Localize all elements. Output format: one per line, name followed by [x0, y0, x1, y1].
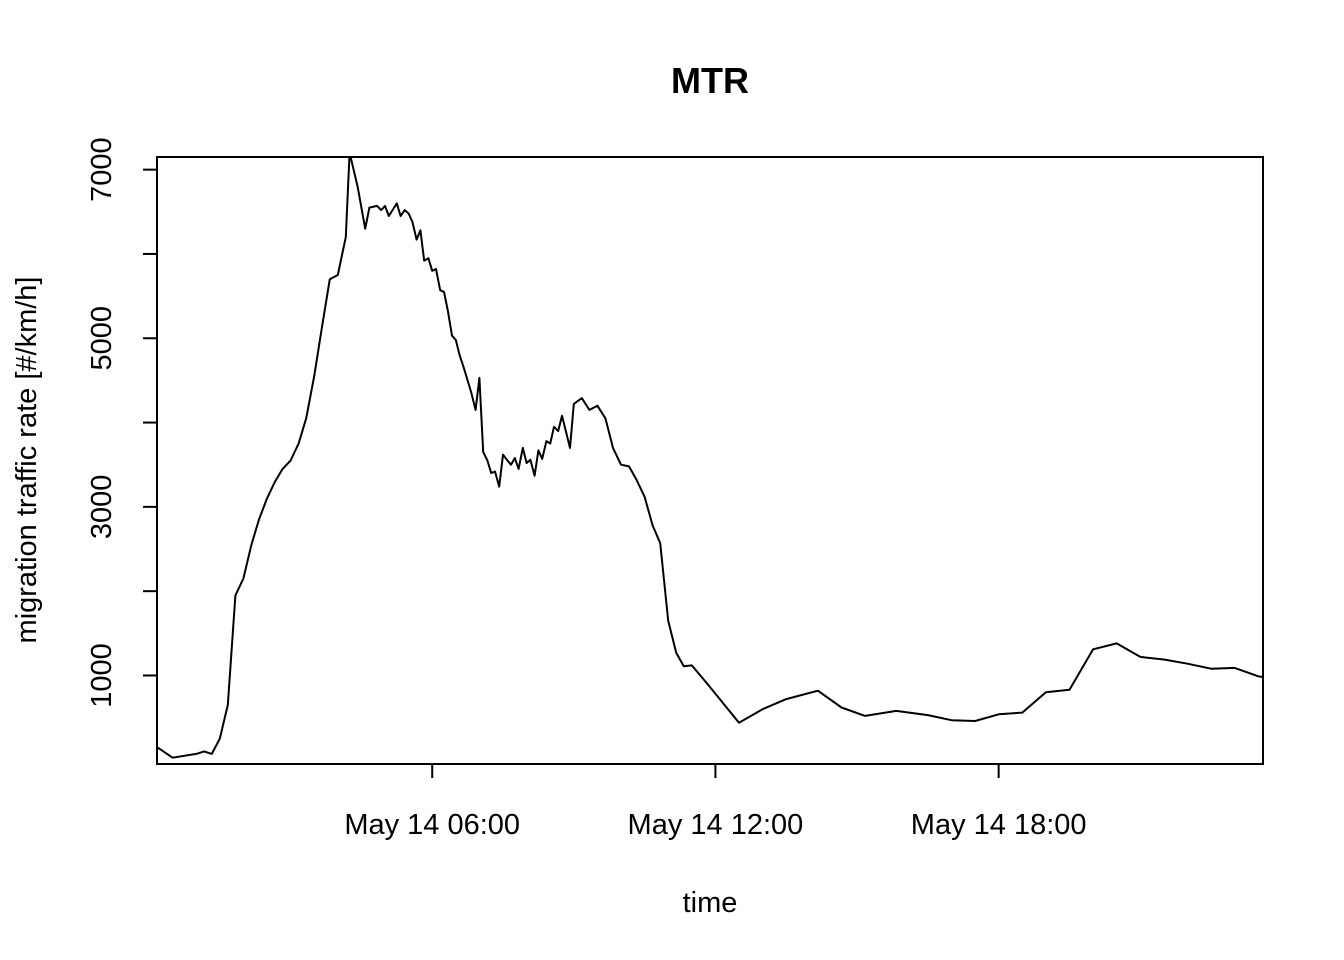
y-axis: 1000 3000 5000 7000 [86, 137, 157, 708]
y-tick-label-2: 3000 [86, 475, 118, 540]
y-tick-label-4: 5000 [86, 306, 118, 371]
x-axis: May 14 06:00 May 14 12:00 May 14 18:00 [344, 764, 1087, 841]
chart-title: MTR [671, 60, 749, 101]
y-tick-label-6: 7000 [86, 137, 118, 202]
x-axis-label: time [683, 887, 738, 919]
x-tick-label-1: May 14 12:00 [628, 809, 804, 841]
y-axis-label: migration traffic rate [#/km/h] [11, 277, 43, 644]
x-tick-label-2: May 14 18:00 [911, 809, 1087, 841]
plot-frame [156, 156, 1264, 765]
y-tick-label-0: 1000 [86, 643, 118, 708]
x-tick-label-0: May 14 06:00 [344, 809, 520, 841]
series-line-mtr [157, 157, 1263, 759]
